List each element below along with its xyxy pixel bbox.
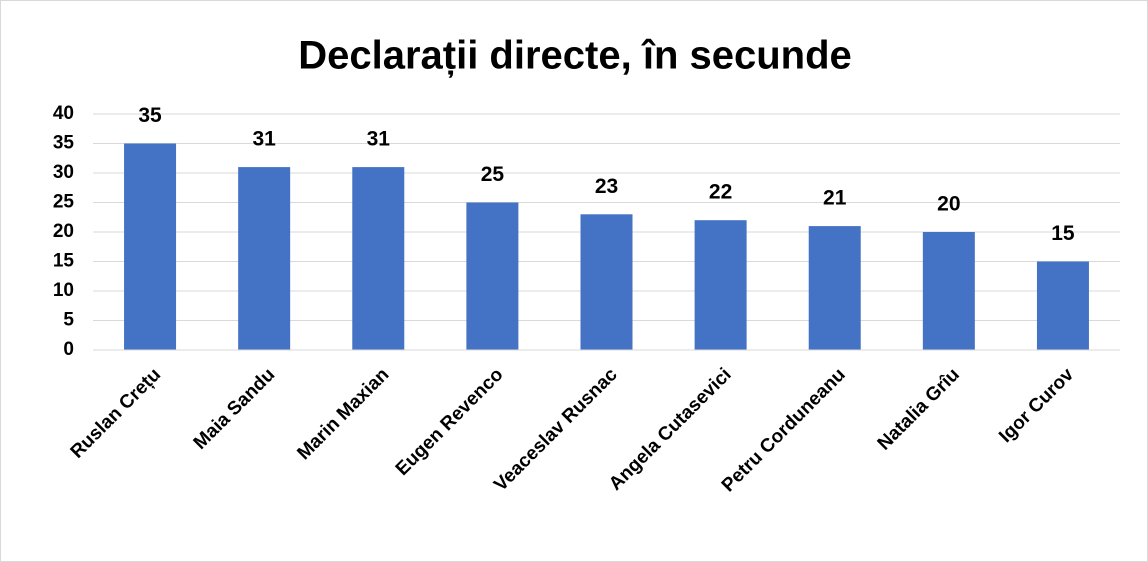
bar [466, 202, 519, 350]
y-tick-label: 25 [53, 192, 75, 213]
bar [1036, 261, 1089, 350]
y-tick-label: 30 [53, 162, 74, 183]
bar [352, 167, 405, 350]
y-tick-label: 20 [53, 221, 74, 242]
y-tick-label: 15 [53, 251, 75, 272]
data-label: 20 [937, 193, 960, 216]
y-tick-label: 40 [53, 103, 74, 124]
data-label: 22 [709, 181, 732, 204]
bar [238, 167, 291, 350]
bar [922, 232, 975, 350]
y-tick-label: 35 [53, 133, 75, 154]
bar [580, 214, 633, 350]
data-label: 21 [823, 187, 847, 210]
data-label: 35 [138, 104, 162, 127]
y-tick-label: 10 [53, 280, 74, 301]
bar [124, 143, 177, 350]
data-label: 25 [481, 163, 505, 186]
data-label: 31 [367, 128, 391, 151]
y-tick-label: 5 [63, 310, 74, 331]
chart-title: Declarații directe, în secunde [298, 34, 852, 78]
data-label: 15 [1051, 222, 1075, 245]
data-label: 23 [595, 175, 618, 198]
bar [808, 226, 861, 350]
data-label: 31 [252, 128, 276, 151]
y-tick-label: 0 [63, 339, 74, 360]
bar [694, 220, 747, 350]
